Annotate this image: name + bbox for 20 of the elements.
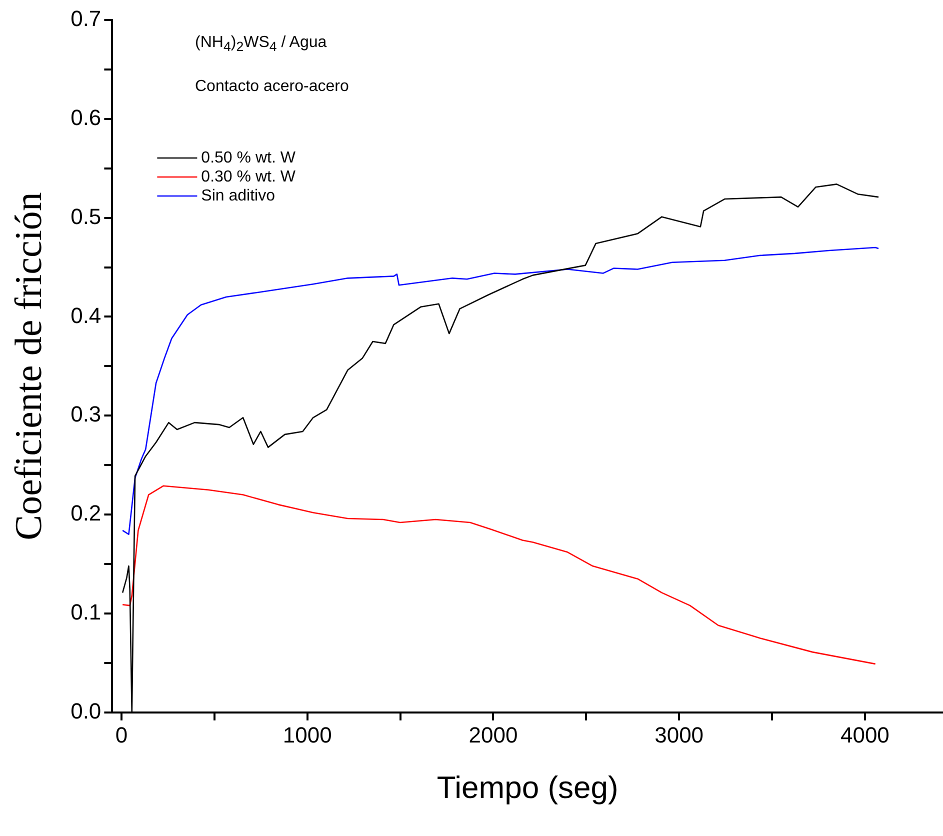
y-tick-label: 0.0 [70,698,102,724]
y-axis-title: Coeficiente de fricción [8,192,50,540]
x-tick-label: 2000 [468,722,518,748]
x-axis-title: Tiempo (seg) [436,770,618,805]
annotation: Contacto acero-acero [195,78,349,96]
y-tick-label: 0.1 [70,600,102,625]
y-tick-label: 0.6 [70,104,102,130]
y-tick-label: 0.5 [70,204,102,229]
x-tick-label: 4000 [840,722,890,748]
x-tick-label: 1000 [282,722,332,748]
x-tick-label: 0 [115,722,128,748]
legend-label: 0.50 % wt. W [201,149,296,166]
y-tick-label: 0.7 [70,6,102,32]
y-tick-label: 0.4 [70,302,102,328]
y-tick-label: 0.2 [70,500,102,526]
legend-label: 0.30 % wt. W [201,168,296,186]
legend-label: Sin aditivo [201,187,276,204]
y-tick-label: 0.3 [70,402,102,427]
annotation: (NH$_{4}$)$_{2}$WS$_{4}$ / Agua [195,34,327,54]
x-tick-label: 3000 [654,722,704,748]
